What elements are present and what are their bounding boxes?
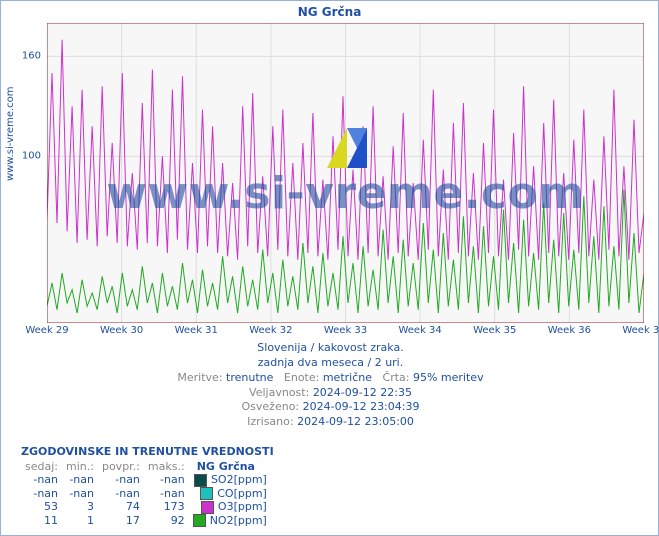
- x-tick: Week 33: [324, 325, 367, 336]
- cell-povpr: -nan: [98, 473, 144, 487]
- cell-legend: O3[ppm]: [189, 500, 271, 514]
- cell-sedaj: 11: [21, 514, 62, 528]
- meta-izr-label: Izrisano:: [247, 415, 293, 428]
- chart-svg: [47, 23, 644, 323]
- col-min: min.:: [62, 460, 98, 473]
- cell-povpr: -nan: [98, 487, 144, 501]
- legend-label: O3[ppm]: [218, 500, 267, 513]
- cell-min: 3: [62, 500, 98, 514]
- cell-maks: 92: [144, 514, 189, 528]
- cell-povpr: 74: [98, 500, 144, 514]
- col-povpr: povpr.:: [98, 460, 144, 473]
- cell-maks: -nan: [144, 487, 189, 501]
- cell-povpr: 17: [98, 514, 144, 528]
- legend-swatch-icon: [194, 474, 207, 487]
- x-tick: Week 32: [249, 325, 292, 336]
- meta-crta-val: 95% meritev: [413, 371, 484, 384]
- col-sedaj: sedaj:: [21, 460, 62, 473]
- x-ticks: Week 29Week 30Week 31Week 32Week 33Week …: [47, 325, 644, 339]
- history-block: ZGODOVINSKE IN TRENUTNE VREDNOSTI sedaj:…: [21, 445, 274, 527]
- table-row: -nan-nan-nan-nanCO[ppm]: [21, 487, 271, 501]
- history-header-row: sedaj: min.: povpr.: maks.: NG Grčna: [21, 460, 271, 473]
- meta-osv-val: 2024-09-12 23:04:39: [303, 400, 420, 413]
- table-row: 1111792NO2[ppm]: [21, 514, 271, 528]
- cell-legend: NO2[ppm]: [189, 514, 271, 528]
- y-ticks: 100 160: [1, 23, 43, 323]
- meta-enote-label: Enote:: [284, 371, 319, 384]
- plot-area: www.si-vreme.com: [47, 23, 644, 323]
- legend-label: SO2[ppm]: [211, 473, 267, 486]
- cell-min: -nan: [62, 473, 98, 487]
- meta-velj-label: Veljavnost:: [249, 386, 309, 399]
- x-tick: Week 37: [622, 325, 659, 336]
- x-tick: Week 30: [100, 325, 143, 336]
- y-tick: 100: [22, 151, 41, 162]
- cell-legend: SO2[ppm]: [189, 473, 271, 487]
- legend-label: CO[ppm]: [217, 487, 267, 500]
- col-maks: maks.:: [144, 460, 189, 473]
- legend-label: NO2[ppm]: [210, 514, 267, 527]
- legend-swatch-icon: [200, 487, 213, 500]
- meta-meritve-val: trenutne: [226, 371, 273, 384]
- table-row: -nan-nan-nan-nanSO2[ppm]: [21, 473, 271, 487]
- x-tick: Week 34: [398, 325, 441, 336]
- cell-legend: CO[ppm]: [189, 487, 271, 501]
- cell-sedaj: 53: [21, 500, 62, 514]
- cell-sedaj: -nan: [21, 473, 62, 487]
- x-tick: Week 36: [548, 325, 591, 336]
- y-tick: 160: [22, 51, 41, 62]
- meta-velj-val: 2024-09-12 22:35: [313, 386, 412, 399]
- meta-crta-label: Črta:: [383, 371, 410, 384]
- x-tick: Week 31: [175, 325, 218, 336]
- meta-izr-val: 2024-09-12 23:05:00: [297, 415, 414, 428]
- cell-min: 1: [62, 514, 98, 528]
- table-row: 53374173 O3[ppm]: [21, 500, 271, 514]
- x-tick: Week 29: [25, 325, 68, 336]
- col-station: NG Grčna: [189, 460, 271, 473]
- cell-maks: 173: [144, 500, 189, 514]
- cell-sedaj: -nan: [21, 487, 62, 501]
- meta-osv-label: Osveženo:: [242, 400, 300, 413]
- cell-min: -nan: [62, 487, 98, 501]
- meta-source: Slovenija / kakovost zraka.: [257, 341, 403, 354]
- metadata-block: Slovenija / kakovost zraka. zadnja dva m…: [1, 341, 659, 430]
- history-title: ZGODOVINSKE IN TRENUTNE VREDNOSTI: [21, 445, 274, 458]
- legend-swatch-icon: [201, 501, 214, 514]
- cell-maks: -nan: [144, 473, 189, 487]
- x-tick: Week 35: [473, 325, 516, 336]
- meta-meritve-label: Meritve:: [177, 371, 222, 384]
- chart-title: NG Grčna: [1, 5, 658, 19]
- history-table: sedaj: min.: povpr.: maks.: NG Grčna -na…: [21, 460, 271, 527]
- meta-enote-val: metrične: [323, 371, 372, 384]
- legend-swatch-icon: [193, 514, 206, 527]
- meta-range: zadnja dva meseca / 2 uri.: [258, 356, 404, 369]
